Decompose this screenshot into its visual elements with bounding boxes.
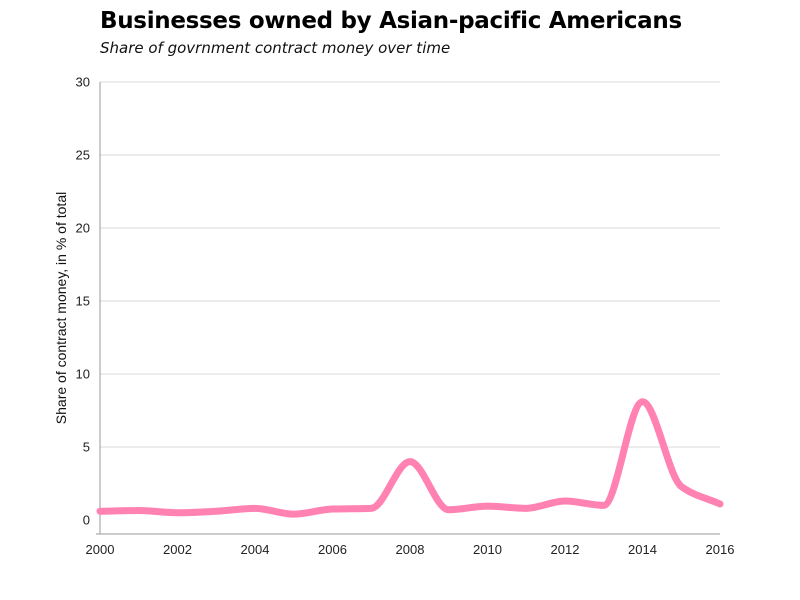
tick-labels: 0 5 10 15 20 25 30 2000 2002 2004 2006 2008 2010 2012… [76, 75, 735, 558]
x-tick-label-2000: 2000 [86, 542, 115, 557]
y-tick-label-25: 25 [76, 148, 90, 163]
series [96, 398, 724, 518]
chart-subtitle: Share of govrnment contract money over t… [100, 39, 451, 57]
y-tick-label-30: 30 [76, 75, 90, 90]
chart-title: Businesses owned by Asian-pacific Americ… [100, 8, 682, 34]
y-axis-label: Share of contract money, in % of total [53, 192, 69, 424]
y-tick-label-15: 15 [76, 294, 90, 309]
x-tick-label-2010: 2010 [473, 542, 502, 557]
y-tick-label-5: 5 [83, 440, 90, 455]
x-tick-label-2012: 2012 [551, 542, 580, 557]
grid-lines [100, 81, 720, 448]
series-line-0 [96, 398, 724, 518]
y-tick-label-10: 10 [76, 367, 90, 382]
x-tick-label-2008: 2008 [396, 542, 425, 557]
x-tick-label-2004: 2004 [241, 542, 270, 557]
y-tick-label-0: 0 [83, 513, 90, 528]
x-tick-label-2002: 2002 [163, 542, 192, 557]
x-tick-label-2016: 2016 [706, 542, 735, 557]
x-tick-label-2006: 2006 [318, 542, 347, 557]
x-tick-label-2014: 2014 [628, 542, 657, 557]
axes [96, 82, 720, 535]
y-tick-label-20: 20 [76, 221, 90, 236]
